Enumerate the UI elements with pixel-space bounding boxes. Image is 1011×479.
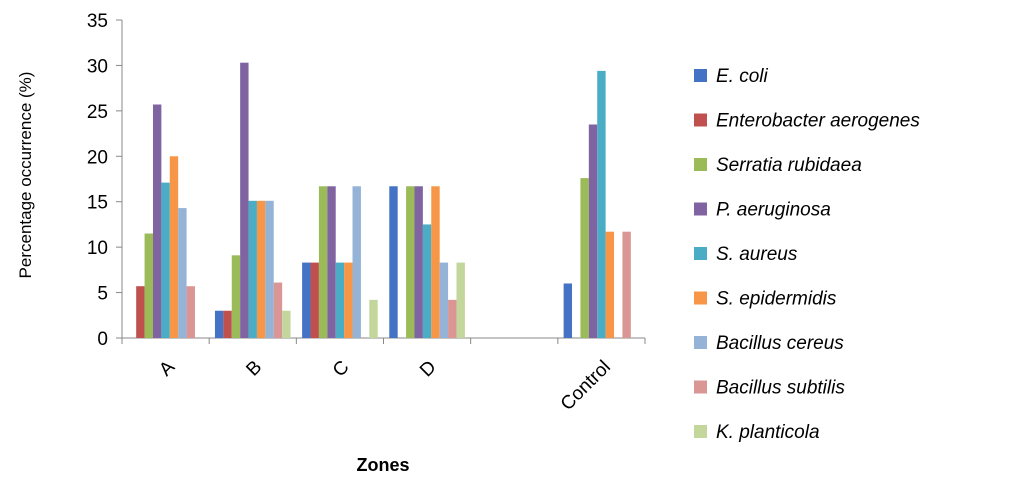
legend-swatch <box>694 113 707 127</box>
y-axis-label: Percentage occurrence (%) <box>16 72 35 279</box>
legend: E. coli Enterobacter aerogenes Serratia ru… <box>694 66 920 443</box>
bar <box>136 286 145 338</box>
y-tick-label: 35 <box>87 11 108 32</box>
bar <box>369 299 378 338</box>
legend-swatch <box>694 158 707 171</box>
bar <box>318 186 328 338</box>
bar <box>456 262 465 338</box>
bar <box>431 186 440 338</box>
x-category-label: C <box>329 357 354 382</box>
y-tick-label: 20 <box>87 147 108 168</box>
bar <box>186 286 195 338</box>
bar <box>389 186 398 338</box>
x-axis-categories: A B C D Control <box>121 338 646 415</box>
bar <box>161 182 170 338</box>
legend-swatch <box>694 291 707 305</box>
bar <box>310 262 319 338</box>
bar <box>178 208 187 338</box>
bar <box>223 310 232 338</box>
bar <box>214 310 224 338</box>
y-tick-label: 25 <box>87 102 108 123</box>
bar <box>169 156 179 338</box>
bar <box>231 255 241 338</box>
y-tick-label: 30 <box>87 56 108 77</box>
x-category-label: A <box>155 356 179 380</box>
bar <box>414 186 423 338</box>
legend-swatch <box>694 69 707 82</box>
legend-swatch <box>694 202 707 216</box>
bar <box>327 186 336 338</box>
bar <box>406 186 415 338</box>
x-category-label: Control <box>557 357 615 415</box>
x-category-label: D <box>416 357 441 382</box>
legend-label: Serratia rubidaea <box>716 155 862 176</box>
bar <box>302 262 311 338</box>
legend-label: Bacillus subtilis <box>716 378 845 399</box>
bar <box>256 200 266 338</box>
bar <box>448 299 457 338</box>
bar <box>344 262 353 338</box>
bar <box>605 231 615 338</box>
plot-area <box>121 20 645 339</box>
legend-swatch <box>694 336 707 349</box>
legend-label: P. aeruginosa <box>716 200 831 221</box>
bar <box>622 231 631 338</box>
x-axis-label: Zones <box>356 455 409 475</box>
bar <box>588 124 598 339</box>
legend-label: S. aureus <box>716 244 798 265</box>
bar <box>352 186 361 338</box>
y-tick-label: 10 <box>87 238 108 259</box>
legend-label: E. coli <box>716 66 769 87</box>
bar <box>273 282 283 338</box>
legend-label: S. epidermidis <box>716 289 837 310</box>
bar <box>240 62 249 338</box>
bar <box>597 70 606 338</box>
legend-label: Bacillus cereus <box>716 333 844 354</box>
y-tick-label: 15 <box>87 193 108 214</box>
bar <box>144 233 153 338</box>
legend-label: K. planticola <box>716 422 820 443</box>
x-category-label: B <box>242 357 266 381</box>
legend-swatch <box>694 247 707 260</box>
bar <box>335 262 345 338</box>
y-tick-label: 0 <box>97 329 108 350</box>
legend-label: Enterobacter aerogenes <box>716 111 920 132</box>
bar <box>265 200 274 338</box>
bar <box>422 224 432 338</box>
bar <box>282 310 291 338</box>
legend-swatch <box>694 425 707 438</box>
bar <box>563 283 573 338</box>
bar <box>248 200 257 338</box>
bar <box>152 104 162 338</box>
bar <box>580 178 589 338</box>
bar <box>439 262 449 338</box>
y-axis-ticks: 0 5 10 15 20 25 30 35 <box>87 11 122 350</box>
y-tick-label: 5 <box>97 284 108 305</box>
legend-swatch <box>694 380 707 394</box>
